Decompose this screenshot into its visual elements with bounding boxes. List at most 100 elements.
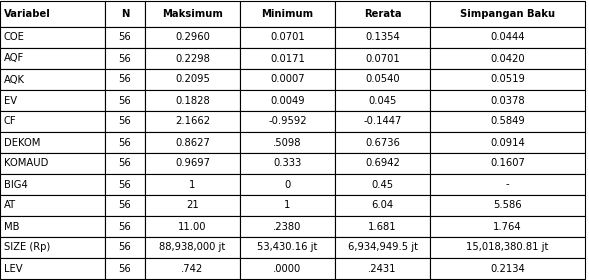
Bar bbox=[105, 258, 145, 279]
Text: EV: EV bbox=[4, 95, 17, 106]
Bar bbox=[105, 111, 145, 132]
Bar bbox=[240, 237, 335, 258]
Text: 0.045: 0.045 bbox=[368, 95, 396, 106]
Text: AT: AT bbox=[4, 200, 16, 211]
Bar bbox=[105, 195, 145, 216]
Bar bbox=[335, 90, 430, 111]
Text: 56: 56 bbox=[118, 32, 131, 43]
Bar bbox=[0, 195, 105, 216]
Text: 56: 56 bbox=[118, 53, 131, 64]
Bar bbox=[145, 216, 240, 237]
Bar bbox=[0, 237, 105, 258]
Text: SIZE (Rp): SIZE (Rp) bbox=[4, 242, 50, 253]
Text: 56: 56 bbox=[118, 179, 131, 190]
Bar bbox=[335, 1, 430, 27]
Bar bbox=[335, 195, 430, 216]
Text: 56: 56 bbox=[118, 74, 131, 85]
Bar bbox=[105, 237, 145, 258]
Text: Maksimum: Maksimum bbox=[162, 9, 223, 19]
Text: 0.1607: 0.1607 bbox=[490, 158, 525, 169]
Bar bbox=[240, 111, 335, 132]
Bar bbox=[430, 69, 585, 90]
Text: 0.45: 0.45 bbox=[372, 179, 393, 190]
Text: KOMAUD: KOMAUD bbox=[4, 158, 48, 169]
Text: 0.0540: 0.0540 bbox=[365, 74, 400, 85]
Bar bbox=[240, 153, 335, 174]
Text: 0.6736: 0.6736 bbox=[365, 137, 400, 148]
Bar bbox=[105, 27, 145, 48]
Bar bbox=[240, 69, 335, 90]
Bar bbox=[105, 48, 145, 69]
Text: 0.0049: 0.0049 bbox=[270, 95, 305, 106]
Text: 0.0007: 0.0007 bbox=[270, 74, 305, 85]
Bar bbox=[105, 216, 145, 237]
Bar bbox=[430, 216, 585, 237]
Text: 1.764: 1.764 bbox=[493, 221, 522, 232]
Bar bbox=[0, 69, 105, 90]
Bar bbox=[105, 132, 145, 153]
Text: 56: 56 bbox=[118, 95, 131, 106]
Bar bbox=[240, 90, 335, 111]
Bar bbox=[335, 174, 430, 195]
Bar bbox=[430, 195, 585, 216]
Bar bbox=[145, 258, 240, 279]
Bar bbox=[430, 90, 585, 111]
Text: DEKOM: DEKOM bbox=[4, 137, 41, 148]
Text: 0: 0 bbox=[284, 179, 290, 190]
Bar bbox=[0, 27, 105, 48]
Bar bbox=[145, 48, 240, 69]
Bar bbox=[335, 258, 430, 279]
Bar bbox=[335, 69, 430, 90]
Bar bbox=[145, 1, 240, 27]
Bar bbox=[0, 132, 105, 153]
Text: 0.0701: 0.0701 bbox=[365, 53, 400, 64]
Bar bbox=[0, 48, 105, 69]
Bar bbox=[105, 153, 145, 174]
Bar bbox=[0, 111, 105, 132]
Bar bbox=[335, 153, 430, 174]
Text: COE: COE bbox=[4, 32, 25, 43]
Bar bbox=[335, 132, 430, 153]
Text: 56: 56 bbox=[118, 200, 131, 211]
Bar bbox=[240, 27, 335, 48]
Text: .2431: .2431 bbox=[368, 263, 397, 274]
Text: 0.2298: 0.2298 bbox=[175, 53, 210, 64]
Bar bbox=[430, 174, 585, 195]
Text: 15,018,380.81 jt: 15,018,380.81 jt bbox=[466, 242, 549, 253]
Text: 0.2095: 0.2095 bbox=[175, 74, 210, 85]
Bar bbox=[430, 111, 585, 132]
Text: .5098: .5098 bbox=[273, 137, 302, 148]
Text: .0000: .0000 bbox=[273, 263, 302, 274]
Text: 0.2134: 0.2134 bbox=[490, 263, 525, 274]
Text: 0.0444: 0.0444 bbox=[490, 32, 525, 43]
Bar bbox=[145, 111, 240, 132]
Bar bbox=[335, 111, 430, 132]
Bar bbox=[240, 258, 335, 279]
Text: 56: 56 bbox=[118, 137, 131, 148]
Bar bbox=[0, 153, 105, 174]
Bar bbox=[240, 195, 335, 216]
Text: Simpangan Baku: Simpangan Baku bbox=[460, 9, 555, 19]
Bar bbox=[105, 1, 145, 27]
Text: 0.0914: 0.0914 bbox=[490, 137, 525, 148]
Text: 1: 1 bbox=[284, 200, 291, 211]
Text: 0.1828: 0.1828 bbox=[175, 95, 210, 106]
Bar bbox=[240, 48, 335, 69]
Bar bbox=[240, 1, 335, 27]
Text: 0.2960: 0.2960 bbox=[175, 32, 210, 43]
Bar bbox=[145, 195, 240, 216]
Bar bbox=[335, 216, 430, 237]
Text: 0.9697: 0.9697 bbox=[175, 158, 210, 169]
Text: AQF: AQF bbox=[4, 53, 24, 64]
Bar bbox=[145, 237, 240, 258]
Text: 6.04: 6.04 bbox=[372, 200, 393, 211]
Text: 0.333: 0.333 bbox=[273, 158, 302, 169]
Text: 0.0420: 0.0420 bbox=[490, 53, 525, 64]
Bar bbox=[335, 27, 430, 48]
Text: Minimum: Minimum bbox=[262, 9, 313, 19]
Text: 1: 1 bbox=[189, 179, 196, 190]
Bar bbox=[240, 174, 335, 195]
Bar bbox=[0, 258, 105, 279]
Bar bbox=[0, 90, 105, 111]
Text: N: N bbox=[121, 9, 129, 19]
